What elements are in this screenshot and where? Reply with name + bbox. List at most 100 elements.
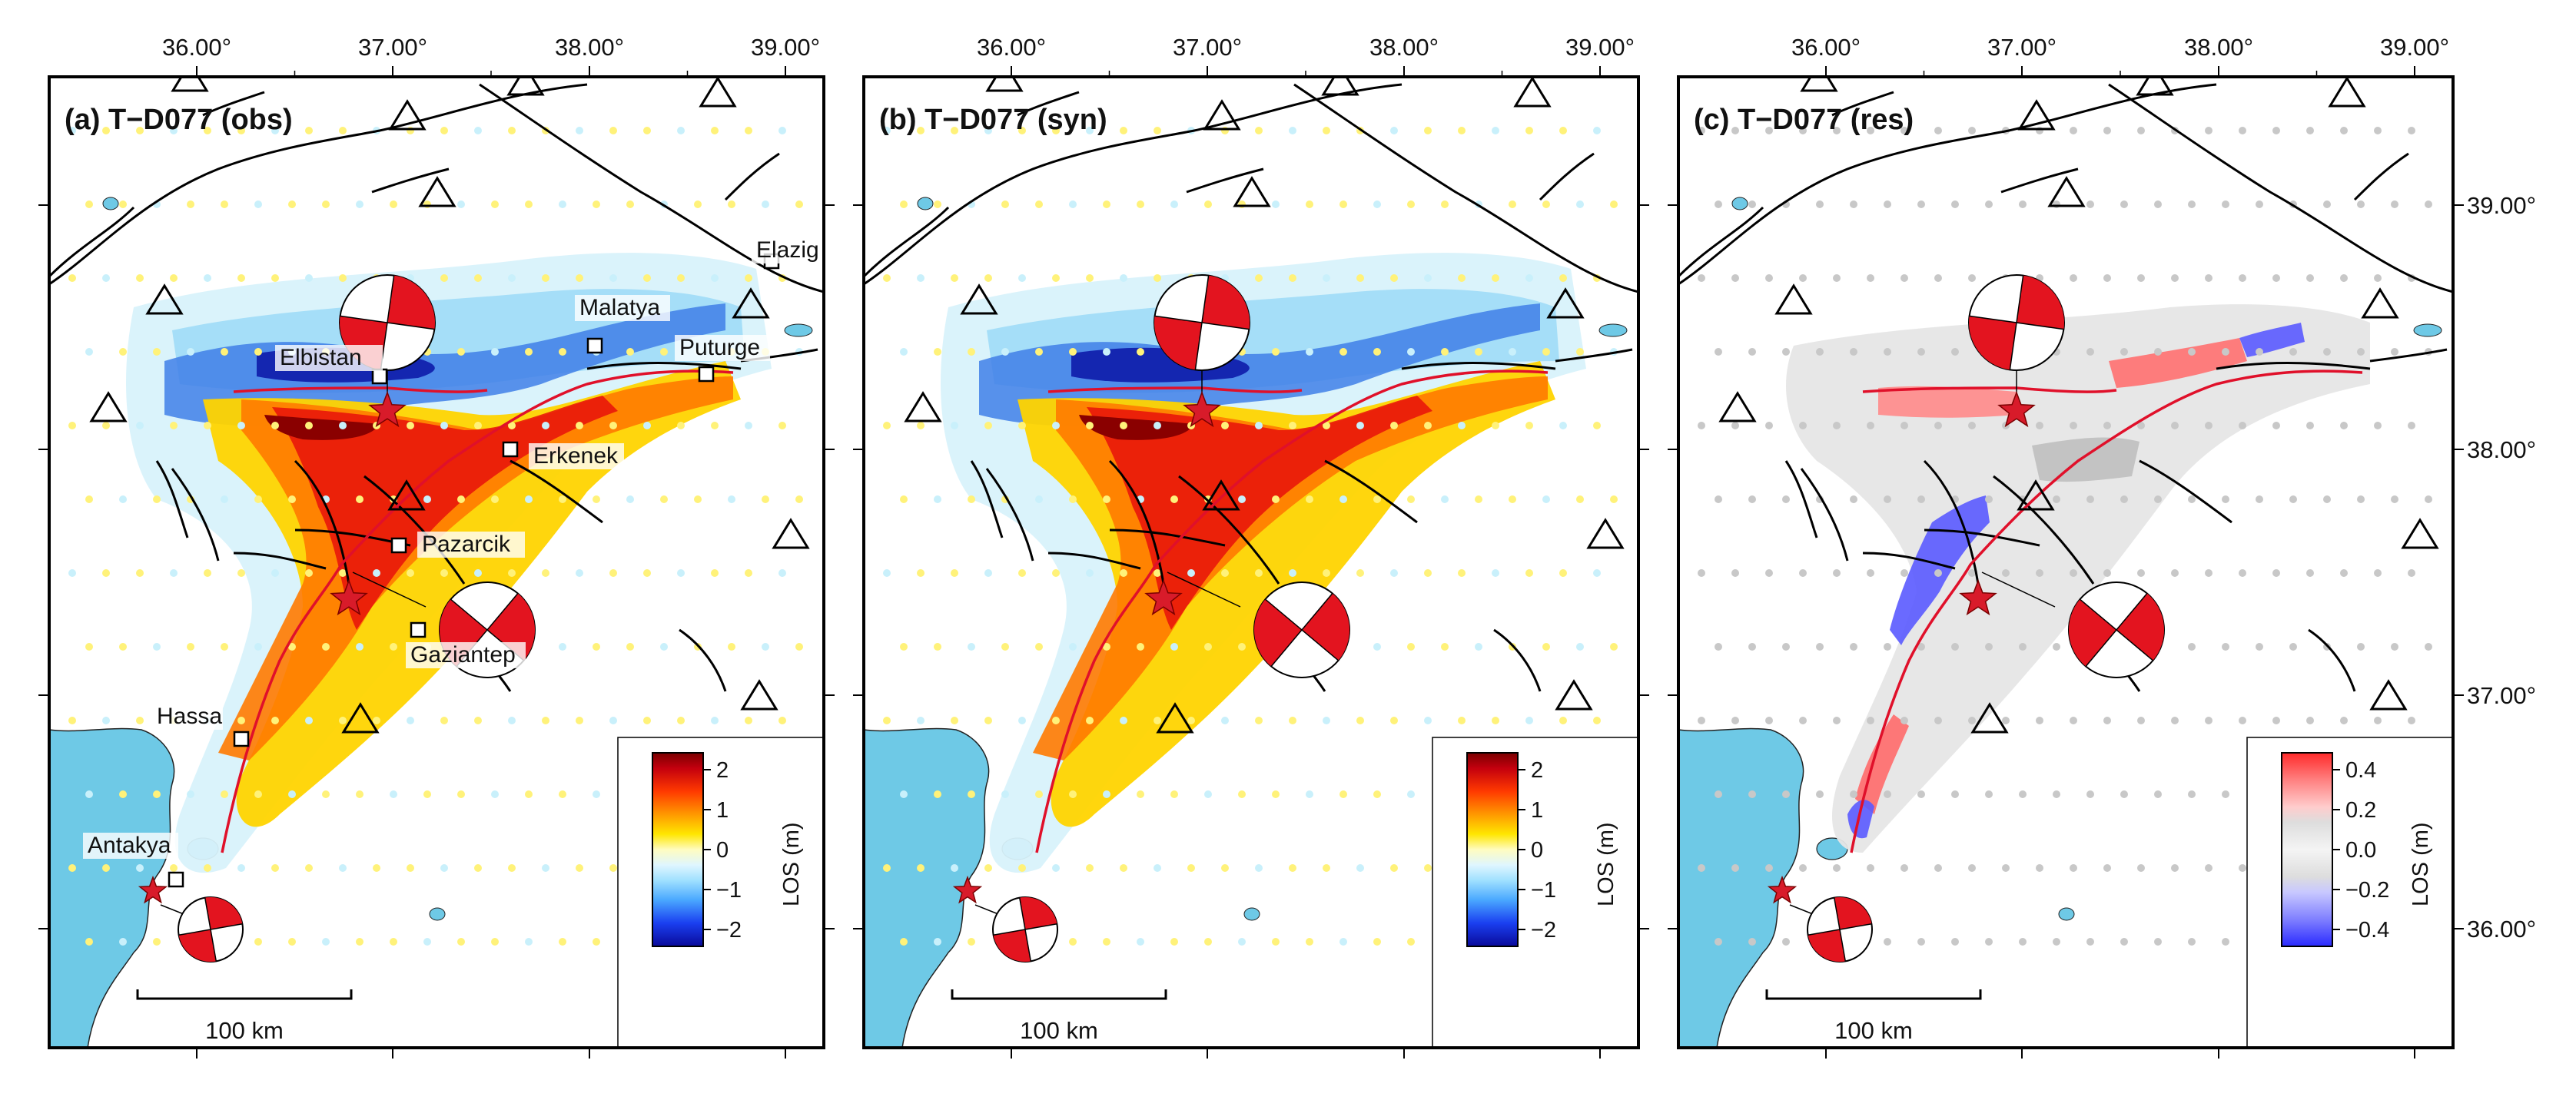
lake — [917, 197, 934, 210]
city-markers: Elazig Malatya Puturge Elbistan Erkenek Pazar… — [83, 237, 824, 888]
scale-bar: 100 km — [1765, 989, 1982, 1044]
insar-sample-dots — [883, 127, 1618, 946]
seismic-station-triangle-icon — [341, 702, 380, 734]
map-frame — [862, 75, 1640, 1049]
scale-bar: 100 km — [136, 989, 353, 1044]
seismic-station-triangle-icon — [388, 99, 427, 131]
seismic-station-triangle-icon — [1970, 702, 2009, 734]
seismic-station-triangle-icon — [1586, 518, 1625, 549]
latitude-tick-label: 39.00° — [2467, 192, 2536, 219]
colorbar-scale — [1466, 752, 1519, 947]
city-square-icon — [371, 368, 388, 385]
colorbar-axis-label: LOS (m) — [779, 822, 804, 906]
lake — [784, 323, 813, 337]
seismic-station-triangle-icon — [904, 391, 942, 422]
latitude-tick-label: 36.00° — [2467, 916, 2536, 943]
city-label: Erkenek — [533, 443, 619, 469]
longitude-tick-label: 36.00° — [162, 34, 231, 61]
seismic-station-triangle-icon — [1233, 176, 1271, 207]
colorbar-scale — [652, 752, 704, 947]
longitude-tick-label: 38.00° — [2184, 34, 2253, 61]
seismic-station-triangle-icon — [1774, 283, 1813, 315]
epicenter-star-icon — [1767, 875, 1798, 904]
epicenter-star-icon — [1144, 578, 1183, 616]
colorbar-tick-label: 2 — [716, 758, 729, 783]
lake — [2413, 323, 2442, 337]
latitude-axis: 39.00° 38.00° 37.00° 36.00° — [2467, 192, 2536, 943]
city-label: Elbistan — [280, 345, 362, 370]
lake — [2058, 907, 2075, 921]
colorbar-tick-label: −1 — [1531, 878, 1556, 903]
city-label: Malatya — [579, 295, 660, 320]
lake — [1731, 197, 1748, 210]
city-square-icon — [390, 537, 407, 554]
seismic-station-triangle-icon — [506, 77, 545, 96]
map-frame — [48, 75, 825, 1049]
seismic-station-triangle-icon — [1555, 679, 1593, 711]
epicenter-star-icon — [138, 875, 168, 904]
city-square-icon — [698, 366, 715, 383]
focal-mechanism-beachball-icon — [1253, 581, 1350, 678]
city-square-icon — [410, 621, 427, 638]
colorbar-tick-label: 0 — [716, 838, 729, 863]
seismic-station-triangle-icon — [418, 176, 456, 207]
longitude-tick-label: 39.00° — [1565, 34, 1635, 61]
longitude-tick-label: 37.00° — [358, 34, 427, 61]
seismic-station-triangle-icon — [740, 679, 778, 711]
seismic-station-triangle-icon — [699, 77, 737, 108]
colorbar: 2 1 0 −1 −2 LOS (m) — [1432, 737, 1638, 1048]
seismic-station-triangle-icon — [2017, 99, 2056, 131]
longitude-tick-label: 38.00° — [555, 34, 624, 61]
seismic-station-triangle-icon — [960, 283, 998, 315]
scale-bar: 100 km — [951, 989, 1167, 1044]
seismic-station-triangle-icon — [1203, 99, 1241, 131]
colorbar-scale — [2281, 752, 2333, 947]
colorbar-tick-label: 1 — [716, 798, 729, 823]
scale-bar-label: 100 km — [205, 1017, 284, 1044]
city-label: Gaziantep — [410, 642, 516, 668]
seismic-stations — [904, 77, 1625, 734]
panel-title: (c) T−D077 (res) — [1694, 104, 1914, 136]
seismic-station-triangle-icon — [1321, 77, 1359, 96]
lake — [102, 197, 119, 210]
seismic-station-triangle-icon — [387, 479, 426, 511]
city-label: Elazig — [756, 237, 819, 263]
colorbar: 2 1 0 −1 −2 LOS (m) — [617, 737, 824, 1048]
seismic-station-triangle-icon — [2328, 77, 2366, 108]
longitude-tick-label: 37.00° — [1987, 34, 2056, 61]
seismic-station-triangle-icon — [145, 283, 184, 315]
city-square-icon — [233, 731, 250, 747]
colorbar-tick-label: 0.0 — [2345, 838, 2376, 863]
active-faults — [864, 83, 1638, 692]
seismic-station-triangle-icon — [2047, 176, 2086, 207]
lake — [1243, 907, 1260, 921]
city-square-icon — [586, 337, 603, 354]
colorbar-tick-label: −2 — [716, 918, 742, 943]
colorbar-tick-label: 0.4 — [2345, 758, 2376, 783]
colorbar-axis-label: LOS (m) — [1594, 822, 1618, 906]
seismic-station-triangle-icon — [2369, 679, 2408, 711]
colorbar-tick-label: −0.4 — [2345, 918, 2389, 943]
seismic-station-triangle-icon — [1800, 77, 1838, 92]
seismic-station-triangle-icon — [1513, 77, 1552, 108]
focal-mechanism-beachball-icon — [1968, 274, 2065, 371]
latitude-tick-label: 37.00° — [2467, 682, 2536, 709]
insar-sample-dots — [1698, 127, 2432, 946]
epicenter-star-icon — [1997, 390, 2036, 428]
longitude-tick-label: 39.00° — [751, 34, 820, 61]
active-faults — [1678, 83, 2453, 692]
seismic-station-triangle-icon — [1202, 479, 1240, 511]
active-faults — [49, 83, 824, 692]
map-frame — [1677, 75, 2455, 1049]
seismic-station-triangle-icon — [1156, 702, 1194, 734]
map-panel-syn: 2 1 0 −1 −2 LOS (m) 100 km (b) T−D077 (syn) 36.0… — [853, 34, 1649, 1059]
colorbar: 0.4 0.2 0.0 −0.2 −0.4 LOS (m) — [2246, 737, 2453, 1048]
longitude-tick-label: 39.00° — [2380, 34, 2449, 61]
colorbar-tick-label: 1 — [1531, 798, 1543, 823]
seismic-station-triangle-icon — [2017, 479, 2055, 511]
city-label: Antakya — [88, 833, 171, 858]
seismic-station-triangle-icon — [2136, 77, 2174, 96]
map-panel-res: 0.4 0.2 0.0 −0.2 −0.4 LOS (m) 100 km (c) T−D077… — [1668, 34, 2464, 1059]
epicenter-star-icon — [330, 578, 368, 616]
